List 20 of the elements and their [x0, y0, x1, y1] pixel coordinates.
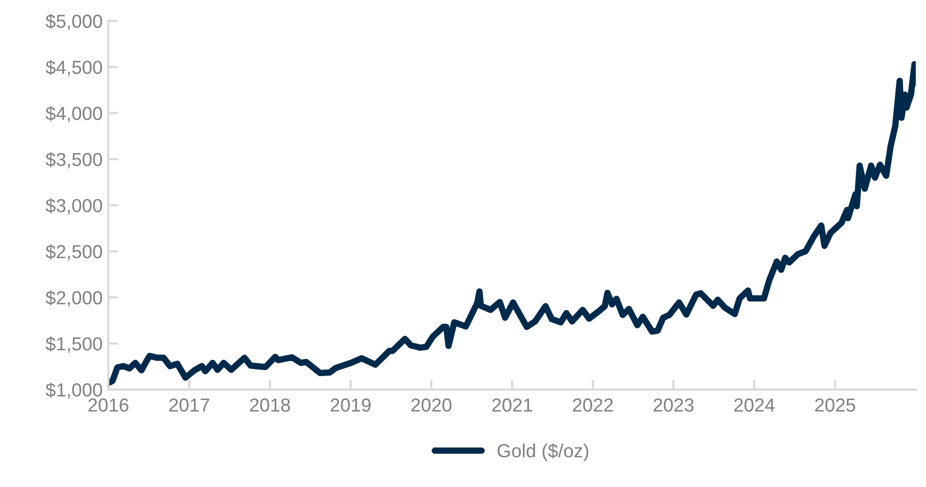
y-tick-label: $4,500	[46, 60, 102, 76]
x-tick-label: 2021	[492, 398, 532, 412]
x-tick-label: 2016	[88, 398, 128, 412]
x-tick-label: 2025	[815, 398, 856, 412]
y-tick-label: $4,000	[46, 106, 102, 122]
x-tick-label: 2019	[330, 398, 371, 412]
y-tick-label: $3,500	[46, 152, 102, 168]
legend-label: Gold ($/oz)	[498, 443, 588, 462]
y-tick-label: $1,000	[46, 382, 102, 399]
x-tick-label: 2024	[734, 398, 775, 412]
y-tick-label: $1,500	[46, 336, 102, 353]
y-tick-label: $3,000	[46, 198, 102, 214]
y-tick-label: $5,000	[46, 14, 102, 30]
x-tick-label: 2020	[411, 398, 452, 412]
y-tick-label: $2,000	[46, 290, 102, 307]
x-tick-label: 2023	[654, 398, 694, 412]
x-tick-label: 2022	[572, 398, 613, 412]
x-tick-label: 2017	[169, 398, 210, 412]
x-tick-label: 2018	[250, 398, 290, 412]
y-tick-label: $2,500	[46, 244, 102, 261]
